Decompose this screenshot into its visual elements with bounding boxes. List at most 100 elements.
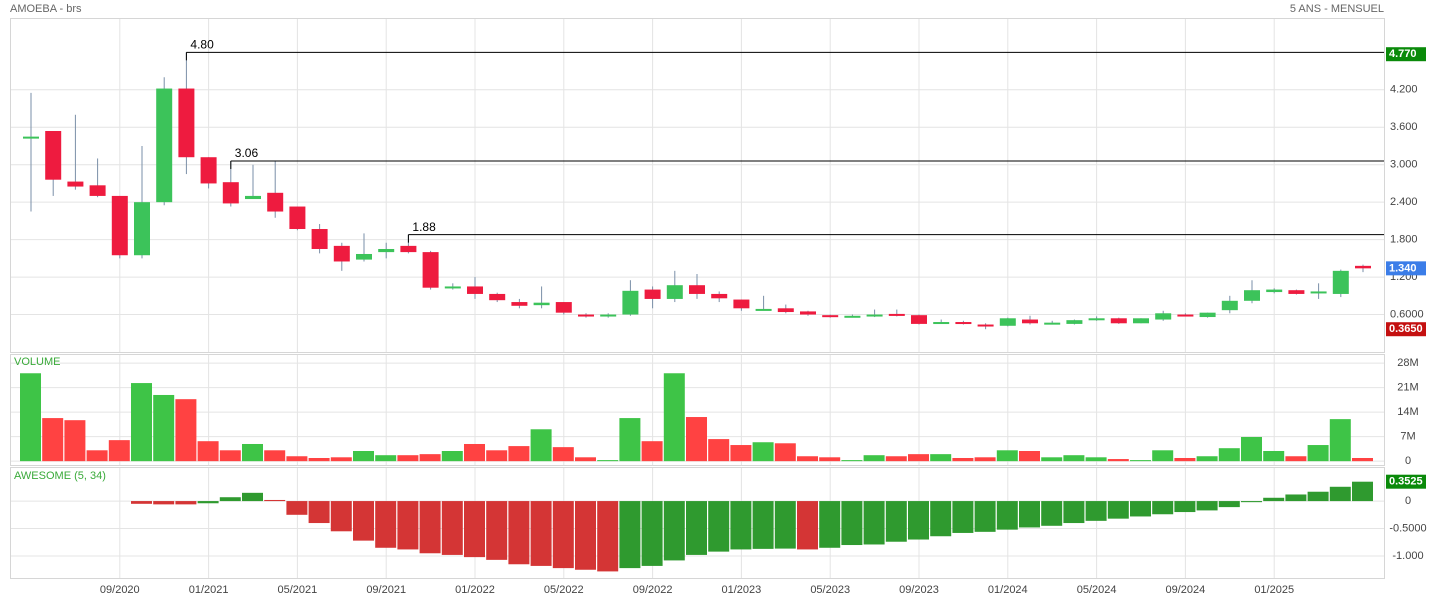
candle-body bbox=[267, 192, 284, 212]
candle-body bbox=[600, 314, 617, 317]
bar bbox=[774, 443, 796, 462]
bar bbox=[197, 441, 219, 462]
candle-body bbox=[511, 302, 528, 306]
bar bbox=[774, 501, 796, 549]
bar bbox=[597, 460, 619, 462]
bar bbox=[663, 373, 685, 462]
bar bbox=[131, 501, 152, 504]
bar bbox=[730, 445, 752, 462]
bar bbox=[1307, 491, 1329, 502]
price-marker bbox=[1386, 261, 1426, 276]
x-tick-label: 01/2021 bbox=[189, 584, 229, 596]
y-tick-label: 0 bbox=[1405, 495, 1411, 507]
bar bbox=[219, 450, 241, 462]
bar bbox=[730, 501, 752, 550]
bar bbox=[708, 501, 730, 552]
bar bbox=[1174, 501, 1196, 513]
bar bbox=[841, 501, 863, 546]
candle-body bbox=[1221, 300, 1238, 311]
bar bbox=[64, 420, 86, 462]
y-tick-label: 1.800 bbox=[1390, 234, 1418, 246]
bar bbox=[86, 450, 108, 462]
candle-body bbox=[999, 318, 1016, 326]
x-tick-label: 01/2023 bbox=[722, 584, 762, 596]
y-tick-label: 0 bbox=[1405, 455, 1411, 467]
bar bbox=[1218, 501, 1240, 508]
bar bbox=[908, 454, 929, 462]
y-tick-label: 2.400 bbox=[1390, 196, 1418, 208]
price-marker bbox=[1386, 47, 1426, 62]
bar bbox=[841, 460, 863, 462]
bar bbox=[863, 455, 885, 462]
candle-body bbox=[1199, 312, 1216, 318]
y-tick-label: -1.000 bbox=[1392, 550, 1423, 562]
bar bbox=[1241, 501, 1262, 503]
last-value-label: 0.3525 bbox=[1389, 476, 1423, 488]
bar bbox=[952, 501, 974, 533]
bar bbox=[508, 501, 530, 565]
bar bbox=[397, 455, 419, 462]
price-marker bbox=[1386, 322, 1426, 337]
bar bbox=[863, 501, 885, 545]
level-label: 3.06 bbox=[235, 146, 259, 160]
candle-body bbox=[800, 311, 816, 315]
bar bbox=[286, 456, 308, 462]
bar bbox=[1285, 494, 1307, 502]
candle-body bbox=[156, 88, 173, 203]
x-tick-label: 09/2023 bbox=[899, 584, 939, 596]
bar bbox=[752, 442, 774, 462]
bar bbox=[885, 501, 907, 542]
y-tick-label: 7M bbox=[1400, 431, 1415, 443]
bar bbox=[1241, 436, 1262, 462]
bar bbox=[1174, 457, 1196, 462]
candle-body bbox=[1022, 319, 1038, 324]
candle-body bbox=[822, 315, 839, 318]
candle-body bbox=[178, 88, 195, 158]
candle-body bbox=[134, 202, 150, 256]
level-label: 1.88 bbox=[412, 220, 436, 234]
y-tick-label: 3.000 bbox=[1390, 159, 1418, 171]
bar bbox=[1307, 445, 1329, 462]
bar bbox=[1063, 455, 1085, 462]
bar bbox=[175, 501, 197, 505]
y-tick-label: 4.200 bbox=[1390, 84, 1418, 96]
bar bbox=[242, 443, 263, 462]
bar bbox=[575, 457, 596, 462]
bar bbox=[797, 456, 818, 462]
bar bbox=[1152, 450, 1174, 462]
candle-body bbox=[45, 130, 62, 180]
candle-body bbox=[955, 322, 972, 325]
candle-body bbox=[1310, 291, 1327, 294]
candle-body bbox=[533, 302, 550, 306]
bar bbox=[1329, 486, 1351, 502]
bar bbox=[641, 441, 663, 462]
bar bbox=[330, 457, 352, 462]
bar bbox=[552, 447, 574, 462]
bar bbox=[1063, 501, 1085, 524]
bar bbox=[952, 457, 974, 462]
bar bbox=[441, 501, 463, 555]
bar bbox=[419, 501, 441, 554]
y-tick-label: 14M bbox=[1397, 406, 1418, 418]
bar bbox=[930, 501, 952, 537]
x-tick-label: 01/2024 bbox=[988, 584, 1028, 596]
bar bbox=[1218, 448, 1240, 462]
bar bbox=[752, 501, 774, 549]
x-tick-label: 09/2024 bbox=[1166, 584, 1206, 596]
bar bbox=[1019, 450, 1040, 462]
candle-body bbox=[67, 181, 84, 187]
candle-body bbox=[89, 185, 106, 196]
volume-panel bbox=[10, 354, 1385, 466]
candle-body bbox=[711, 293, 728, 299]
candle-body bbox=[911, 315, 927, 324]
bar bbox=[1107, 459, 1129, 462]
candle-body bbox=[1288, 290, 1305, 294]
candle-body bbox=[1244, 290, 1260, 301]
candle-body bbox=[888, 313, 905, 316]
last-value-marker bbox=[1386, 474, 1426, 489]
bar bbox=[996, 501, 1018, 530]
bar bbox=[1085, 457, 1107, 462]
candle-body bbox=[578, 314, 594, 317]
chart-title: AMOEBA - brs bbox=[10, 3, 82, 15]
